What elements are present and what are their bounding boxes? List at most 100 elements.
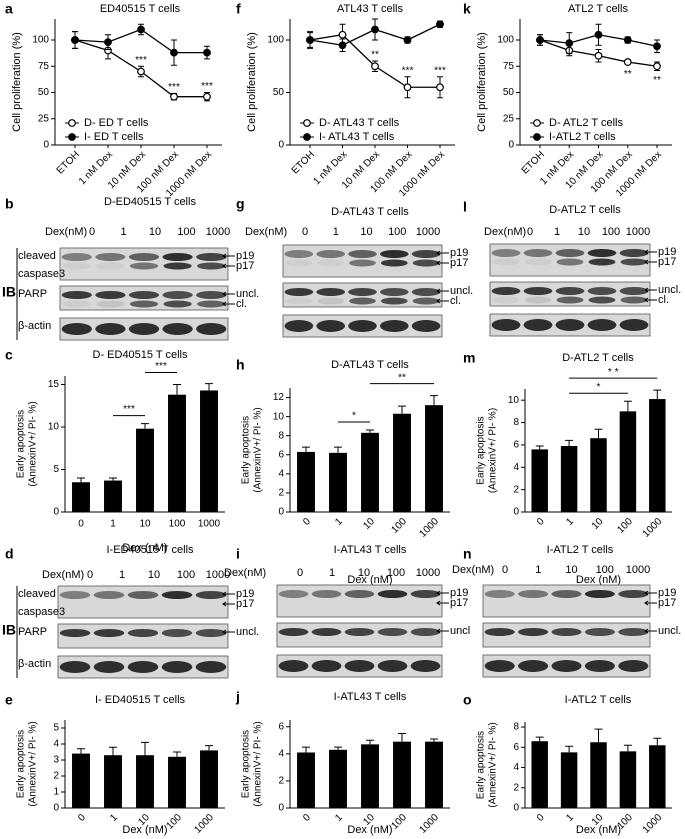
annotation: *** <box>201 81 213 92</box>
x-tick-label: 0 <box>535 812 547 824</box>
error-bar <box>398 733 406 742</box>
error-bar <box>77 477 85 483</box>
y-tick-label: 0 <box>278 803 284 814</box>
x-tick-label: 1 <box>564 812 576 824</box>
error-bar <box>77 748 85 754</box>
x-tick-label: 100 <box>615 516 635 536</box>
blot-band <box>278 590 309 598</box>
blot-band <box>278 628 309 636</box>
legend-marker <box>303 133 311 141</box>
blot-title: D-ED40515 T cells <box>104 196 196 208</box>
lane-label: 0 <box>527 226 533 238</box>
bar <box>619 751 637 808</box>
blot-band <box>195 629 227 637</box>
blot-band <box>618 590 649 598</box>
blot-band <box>484 660 515 672</box>
blot-band <box>588 258 616 266</box>
error-bar <box>653 737 662 746</box>
point <box>338 30 347 39</box>
bar <box>425 405 443 512</box>
blot-band <box>411 250 441 258</box>
x-tick-label: 10 <box>139 519 151 530</box>
chart-title: ATL43 T cells <box>337 3 404 15</box>
x-axis-label: Dex (nM) <box>576 574 621 586</box>
chart-title: D-ATL43 T cells <box>331 359 409 371</box>
marker-label: p17 <box>450 597 468 609</box>
lane-label: 1 <box>329 567 335 579</box>
bar <box>200 750 218 808</box>
y-axis-label: (AnnexinV+/ PI- %) <box>253 407 264 492</box>
blot-band <box>62 300 91 308</box>
point <box>203 48 211 57</box>
x-tick-label: 10 <box>361 516 377 532</box>
marker-label: cl. <box>236 298 247 310</box>
x-tick-label: 1 <box>110 519 116 530</box>
dex-label: Dex(nM) <box>224 567 266 579</box>
y-tick-label: 2 <box>278 488 284 499</box>
annotation: *** <box>434 65 446 76</box>
marker-arrow <box>644 628 657 634</box>
blot-band <box>411 288 441 296</box>
legend-marker <box>303 119 311 127</box>
point <box>371 62 379 71</box>
panel-letter: n <box>463 546 472 562</box>
blot-strip <box>276 584 443 618</box>
chart-title: ED40515 T cells <box>100 3 181 15</box>
x-tick-label: 0 <box>301 812 313 824</box>
blot-band <box>311 660 342 672</box>
marker-label: p19 <box>236 588 254 600</box>
bar <box>560 446 578 512</box>
x-tick-label: ETOH <box>290 149 317 176</box>
blot-band <box>518 590 549 598</box>
legend-label: D- ED T cells <box>84 117 149 129</box>
blot-strip <box>57 585 229 619</box>
lane-label: 10 <box>578 226 590 238</box>
x-tick-label: 1 <box>333 812 345 824</box>
x-axis-label: Dex (nM) <box>122 824 167 836</box>
legend-label: D- ATL43 T cells <box>319 117 400 129</box>
marker-arrow <box>222 629 235 635</box>
blot-band <box>311 590 342 598</box>
error-bar <box>535 736 544 742</box>
x-axis-label: Dex (nM) <box>347 824 392 836</box>
y-tick-label: 0 <box>513 507 519 518</box>
row-label: PARP <box>18 288 47 300</box>
blot-band <box>411 320 441 332</box>
blot-band <box>163 262 192 270</box>
point <box>653 62 661 71</box>
blot-band <box>93 661 125 673</box>
panel-letter: k <box>463 1 471 17</box>
x-tick-label: 1000 <box>198 519 221 530</box>
error-bar <box>302 446 310 452</box>
annotation: * <box>352 411 356 422</box>
row-label: PARP <box>18 626 47 638</box>
marker-arrow <box>644 259 657 265</box>
point <box>137 25 145 34</box>
x-tick-label: ETOH <box>55 149 82 176</box>
lane-label: 10 <box>148 569 160 581</box>
chart-title: I-ATL43 T cells <box>334 691 407 703</box>
legend-label: I- ATL43 T cells <box>319 131 395 143</box>
error-bar <box>109 746 117 756</box>
blot-band <box>491 287 521 295</box>
dex-label: Dex(nM) <box>45 226 87 238</box>
blot-title: I-ATL2 T cells <box>547 544 614 556</box>
point <box>436 83 444 92</box>
lane-label: 100 <box>388 226 406 238</box>
y-tick-label: 75 <box>38 61 50 72</box>
blot-band <box>195 661 227 673</box>
marker-arrow <box>436 260 449 266</box>
blot-band <box>380 297 408 305</box>
x-tick-label: 10 <box>590 516 606 532</box>
y-tick-label: 15 <box>48 379 60 390</box>
blot-band <box>96 300 125 308</box>
error-bar <box>430 395 438 406</box>
blot-band <box>587 319 617 331</box>
blot-band <box>551 590 582 598</box>
y-axis-label: Cell proliferation (%) <box>246 32 258 132</box>
blot-band <box>196 323 227 335</box>
marker-label: cl. <box>450 295 461 307</box>
lane-label: 0 <box>502 564 508 576</box>
blot-band <box>128 323 160 335</box>
blot-band <box>317 297 345 305</box>
